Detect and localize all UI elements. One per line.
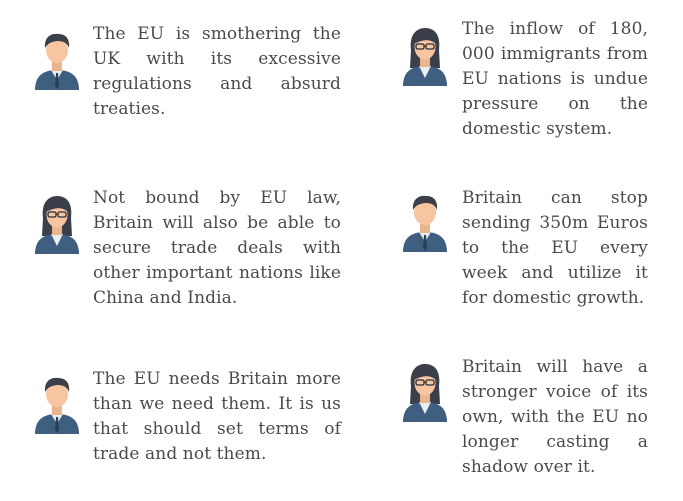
man-avatar-icon xyxy=(31,372,83,434)
opinion-text: Britain can stop sending 350m Euros to t… xyxy=(462,188,648,308)
woman-with-glasses-avatar-icon xyxy=(399,360,451,422)
opinion-text: The EU is smothering the UK with its exc… xyxy=(93,24,341,119)
man-avatar-icon xyxy=(31,28,83,90)
man-avatar-icon xyxy=(399,190,451,252)
opinion-text: Britain will have a stronger voice of it… xyxy=(462,357,648,477)
opinion-text: The inflow of 180, 000 immigrants from E… xyxy=(462,19,648,139)
opinion-text: The EU needs Britain more than we need t… xyxy=(93,369,341,464)
opinion-text: Not bound by EU law, Britain will also b… xyxy=(93,188,341,308)
woman-with-glasses-avatar-icon xyxy=(399,24,451,86)
woman-with-glasses-avatar-icon xyxy=(31,192,83,254)
